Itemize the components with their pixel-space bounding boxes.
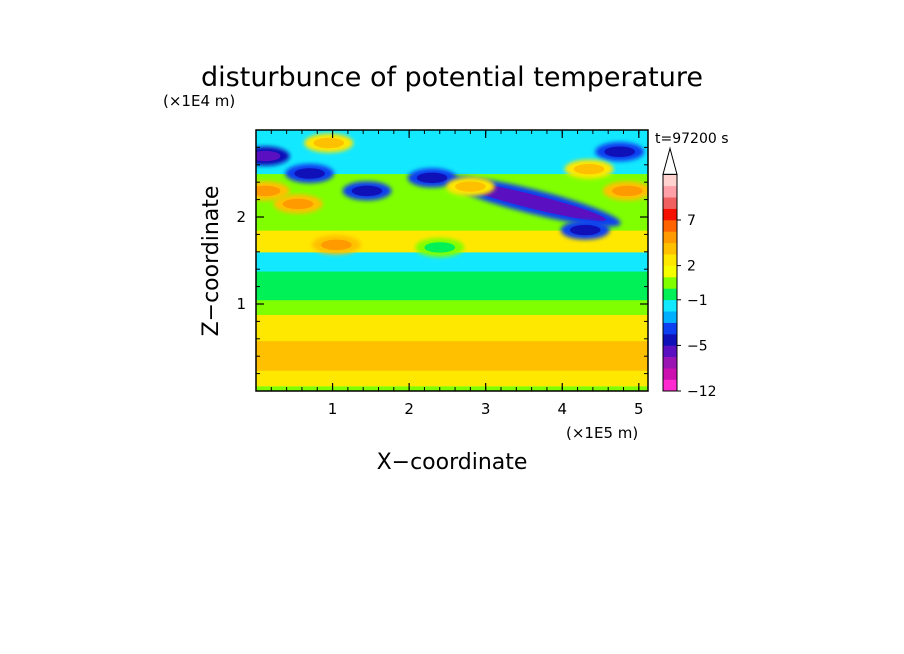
colorbar-swatch-13 [663,231,677,244]
y-tick-label-1: 2 [236,208,246,226]
field-band-6 [256,251,648,272]
field-band-0 [256,385,648,391]
y-unit-label: (×1E4 m) [163,92,235,110]
time-label: t=97200 s [655,131,729,147]
field-band-1 [256,370,648,387]
field-band-5 [256,270,648,301]
colorbar-label-2: −1 [687,293,708,309]
colorbar-swatch-17 [663,185,677,198]
field-feature-1 [560,220,610,240]
colorbar-label-4: 7 [687,213,696,229]
x-axis-label: X−coordinate [377,450,528,475]
colorbar-extend-arrow [662,146,678,175]
field-feature-9 [602,181,648,201]
colorbar-label-3: 2 [687,259,696,275]
temperature-field [256,130,648,391]
y-tick-label-0: 1 [236,295,246,313]
x-unit-label: (×1E5 m) [566,424,638,442]
colorbar-swatch-11 [663,254,677,266]
field-feature-5 [285,163,335,184]
chart-title: disturbunce of potential temperature [201,62,703,93]
x-tick-label-3: 4 [557,400,567,418]
x-tick-label-4: 5 [634,400,644,418]
field-feature-6 [595,142,645,162]
colorbar-swatch-9 [663,277,677,289]
field-feature-8 [273,194,323,214]
field-feature-7 [256,181,290,201]
colorbar-swatch-0 [663,379,677,392]
field-feature-10 [311,235,361,255]
colorbar-swatch-1 [663,368,677,380]
colorbar-label-1: −5 [687,338,708,354]
colorbar-swatch-12 [663,242,677,255]
x-tick-label-2: 3 [481,400,491,418]
colorbar-swatch-14 [663,220,677,232]
field-feature-14 [415,237,465,258]
field-feature-13 [564,159,614,179]
colorbar-swatch-6 [663,311,677,323]
field-feature-11 [445,176,495,197]
colorbar: −12−5−127 [662,146,717,400]
colorbar-swatch-5 [663,322,677,335]
colorbar-swatch-18 [663,174,677,187]
colorbar-swatch-3 [663,345,677,358]
colorbar-swatch-8 [663,288,677,301]
field-band-3 [256,314,648,342]
field-feature-4 [256,146,290,166]
colorbar-frame [662,173,678,392]
colorbar-label-0: −12 [687,384,717,400]
x-axis: 1 2 3 4 5 [270,130,644,418]
colorbar-swatch-16 [663,197,677,209]
colorbar-swatch-2 [663,356,677,369]
colorbar-swatch-10 [663,265,677,278]
y-axis: 12 [236,146,648,375]
y-axis-label: Z−coordinate [199,186,224,337]
colorbar-swatch-7 [663,299,677,312]
field-feature-12 [304,133,354,153]
x-tick-label-0: 1 [328,400,338,418]
field-band-4 [256,299,648,316]
field-band-2 [256,340,648,371]
plot-frame [255,129,649,392]
field-feature-3 [342,181,392,201]
field-feature-2 [407,168,457,188]
x-tick-label-1: 2 [404,400,414,418]
colorbar-swatch-15 [663,208,677,221]
colorbar-swatch-4 [663,334,677,346]
